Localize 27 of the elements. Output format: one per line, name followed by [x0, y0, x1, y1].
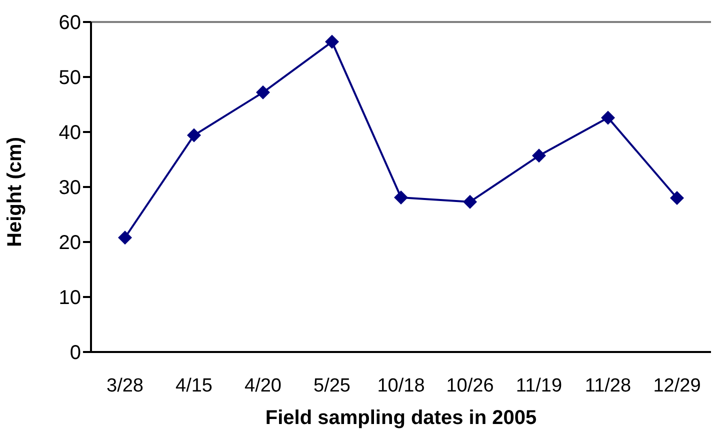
x-tick-label: 12/29 — [653, 375, 701, 396]
y-axis-title: Height (cm) — [4, 137, 26, 247]
point — [601, 110, 615, 125]
x-tick-label: 4/20 — [244, 375, 282, 396]
y-tick-label: 0 — [70, 342, 81, 364]
x-tick-label: 11/28 — [584, 375, 632, 396]
x-tick-label: 3/28 — [106, 375, 144, 396]
point — [118, 230, 132, 245]
y-tick-label: 30 — [58, 177, 81, 200]
x-tick-label: 5/25 — [314, 375, 350, 396]
x-axis-title: Field sampling dates in 2005 — [265, 407, 537, 429]
point — [394, 190, 408, 204]
x-tick-label: 10/26 — [446, 375, 494, 396]
point — [670, 191, 684, 205]
x-tick-label: 4/15 — [176, 375, 212, 396]
y-tick-label: 40 — [58, 122, 81, 144]
point — [256, 85, 270, 100]
point — [463, 194, 477, 209]
x-tick-label: 10/18 — [377, 375, 425, 396]
point — [187, 128, 201, 142]
y-tick-label: 50 — [58, 67, 81, 90]
y-tick-label: 10 — [58, 287, 81, 310]
y-tick-label: 20 — [58, 232, 81, 254]
y-tick-label: 60 — [58, 12, 81, 34]
x-tick-label: 11/19 — [516, 375, 562, 396]
point — [325, 34, 339, 49]
point — [532, 148, 546, 163]
